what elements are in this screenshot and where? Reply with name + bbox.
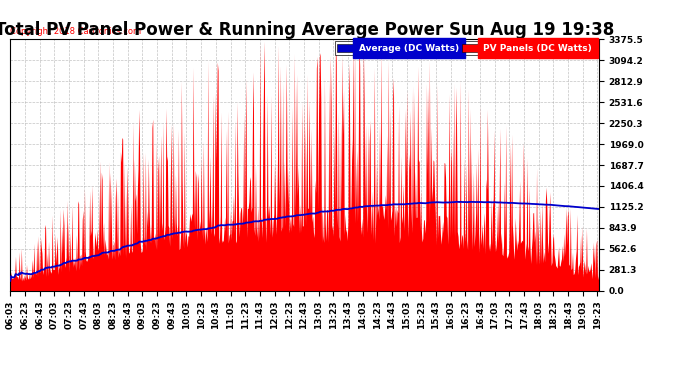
Text: Copyright 2018 Cartronics.com: Copyright 2018 Cartronics.com (10, 27, 141, 36)
Legend: Average (DC Watts), PV Panels (DC Watts): Average (DC Watts), PV Panels (DC Watts) (335, 41, 594, 55)
Title: Total PV Panel Power & Running Average Power Sun Aug 19 19:38: Total PV Panel Power & Running Average P… (0, 21, 614, 39)
